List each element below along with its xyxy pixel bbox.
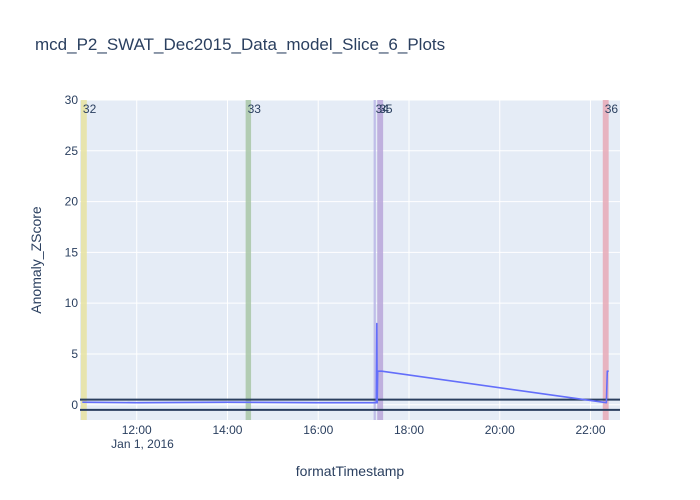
y-tick-label: 30 — [65, 93, 79, 107]
series-line — [82, 322, 609, 404]
x-tick-label: 20:00 — [485, 423, 515, 437]
x-tick-label: 18:00 — [394, 423, 424, 437]
x-tick-label: 12:00 — [122, 423, 152, 437]
x-tick-label: 22:00 — [575, 423, 605, 437]
y-axis-ticks: 0 5 10 15 20 25 30 — [65, 93, 79, 412]
highlight-regions — [80, 100, 609, 420]
x-date-label: Jan 1, 2016 — [111, 437, 174, 451]
highlight-region — [602, 100, 609, 420]
x-axis-ticks: 12:00 14:00 16:00 18:00 20:00 22:00 — [122, 423, 606, 437]
plot-area — [80, 100, 620, 420]
y-tick-label: 10 — [65, 296, 79, 310]
grid-lines — [80, 99, 620, 420]
y-tick-label: 15 — [65, 245, 79, 259]
highlight-region — [373, 100, 376, 420]
x-tick-label: 14:00 — [212, 423, 242, 437]
highlight-region — [80, 100, 87, 420]
region-label: 34 — [376, 102, 390, 116]
region-label: 36 — [605, 102, 619, 116]
y-tick-label: 0 — [71, 398, 78, 412]
x-axis-title: formatTimestamp — [296, 463, 405, 479]
threshold-lines — [80, 398, 620, 411]
series-layer — [82, 322, 609, 404]
y-tick-label: 25 — [65, 144, 79, 158]
region-label: 33 — [248, 102, 262, 116]
highlight-region — [245, 100, 252, 420]
x-tick-label: 16:00 — [303, 423, 333, 437]
chart-title: mcd_P2_SWAT_Dec2015_Data_model_Slice_6_P… — [35, 35, 445, 54]
y-tick-label: 5 — [71, 347, 78, 361]
highlight-region — [377, 100, 384, 420]
region-label: 32 — [83, 102, 97, 116]
region-label: 35 — [379, 102, 393, 116]
y-axis-title: Anomaly_ZScore — [28, 206, 44, 314]
y-tick-label: 20 — [65, 195, 79, 209]
